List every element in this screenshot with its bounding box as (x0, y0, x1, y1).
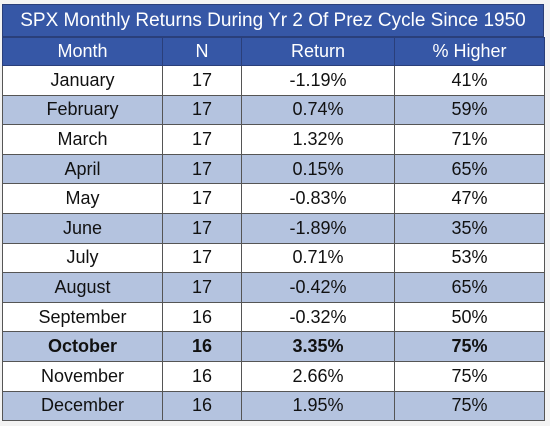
cell-n: 16 (162, 390, 242, 422)
header-row: Month N Return % Higher (2, 37, 545, 66)
table-row: July 17 0.71% 53% (2, 242, 545, 274)
cell-pct-higher: 47% (394, 183, 545, 214)
cell-n: 17 (162, 124, 242, 155)
cell-pct-higher: 59% (394, 94, 545, 126)
cell-n: 16 (162, 360, 242, 392)
cell-month: February (2, 94, 163, 126)
cell-n: 16 (162, 331, 242, 362)
cell-return: 1.32% (241, 124, 395, 155)
table-title: SPX Monthly Returns During Yr 2 Of Prez … (2, 4, 544, 37)
cell-pct-higher: 35% (394, 212, 545, 244)
cell-month: June (2, 212, 163, 244)
cell-pct-higher: 50% (394, 301, 545, 333)
cell-pct-higher: 75% (394, 360, 545, 392)
cell-n: 17 (162, 242, 242, 274)
table-row: June 17 -1.89% 35% (2, 212, 545, 244)
cell-month: October (2, 331, 163, 362)
cell-n: 17 (162, 65, 242, 96)
cell-return: 0.71% (241, 242, 395, 274)
cell-month: July (2, 242, 163, 274)
cell-pct-higher: 65% (394, 153, 545, 185)
table-row: January 17 -1.19% 41% (2, 65, 545, 96)
cell-n: 17 (162, 212, 242, 244)
cell-pct-higher: 75% (394, 331, 545, 362)
cell-month: March (2, 124, 163, 155)
cell-n: 16 (162, 301, 242, 333)
cell-n: 17 (162, 153, 242, 185)
column-header-return: Return (241, 37, 395, 66)
table-body: January 17 -1.19% 41% February 17 0.74% 59% Marc… (2, 65, 545, 422)
table-row: October 16 3.35% 75% (2, 331, 545, 362)
cell-month: April (2, 153, 163, 185)
table-row: December 16 1.95% 75% (2, 390, 545, 422)
cell-return: -0.83% (241, 183, 395, 214)
table-row: April 17 0.15% 65% (2, 153, 545, 185)
cell-n: 17 (162, 183, 242, 214)
table-row: May 17 -0.83% 47% (2, 183, 545, 214)
cell-pct-higher: 41% (394, 65, 545, 96)
cell-return: 1.95% (241, 390, 395, 422)
cell-return: -0.42% (241, 272, 395, 303)
table-header: Month N Return % Higher (2, 37, 545, 66)
cell-month: January (2, 65, 163, 96)
cell-n: 17 (162, 272, 242, 303)
cell-return: 3.35% (241, 331, 395, 362)
returns-table: Month N Return % Higher January 17 -1.19% 4… (2, 37, 545, 422)
table-row: November 16 2.66% 75% (2, 360, 545, 392)
cell-pct-higher: 53% (394, 242, 545, 274)
cell-return: 0.74% (241, 94, 395, 126)
cell-return: 0.15% (241, 153, 395, 185)
cell-month: November (2, 360, 163, 392)
column-header-pct-higher: % Higher (394, 37, 545, 66)
cell-month: September (2, 301, 163, 333)
column-header-n: N (162, 37, 242, 66)
cell-pct-higher: 65% (394, 272, 545, 303)
cell-return: 2.66% (241, 360, 395, 392)
table-row: August 17 -0.42% 65% (2, 272, 545, 303)
cell-pct-higher: 71% (394, 124, 545, 155)
table-row: February 17 0.74% 59% (2, 94, 545, 126)
table-row: September 16 -0.32% 50% (2, 301, 545, 333)
cell-return: -1.19% (241, 65, 395, 96)
cell-return: -1.89% (241, 212, 395, 244)
cell-n: 17 (162, 94, 242, 126)
cell-month: August (2, 272, 163, 303)
cell-month: May (2, 183, 163, 214)
cell-pct-higher: 75% (394, 390, 545, 422)
table-row: March 17 1.32% 71% (2, 124, 545, 155)
cell-month: December (2, 390, 163, 422)
cell-return: -0.32% (241, 301, 395, 333)
column-header-month: Month (2, 37, 163, 66)
